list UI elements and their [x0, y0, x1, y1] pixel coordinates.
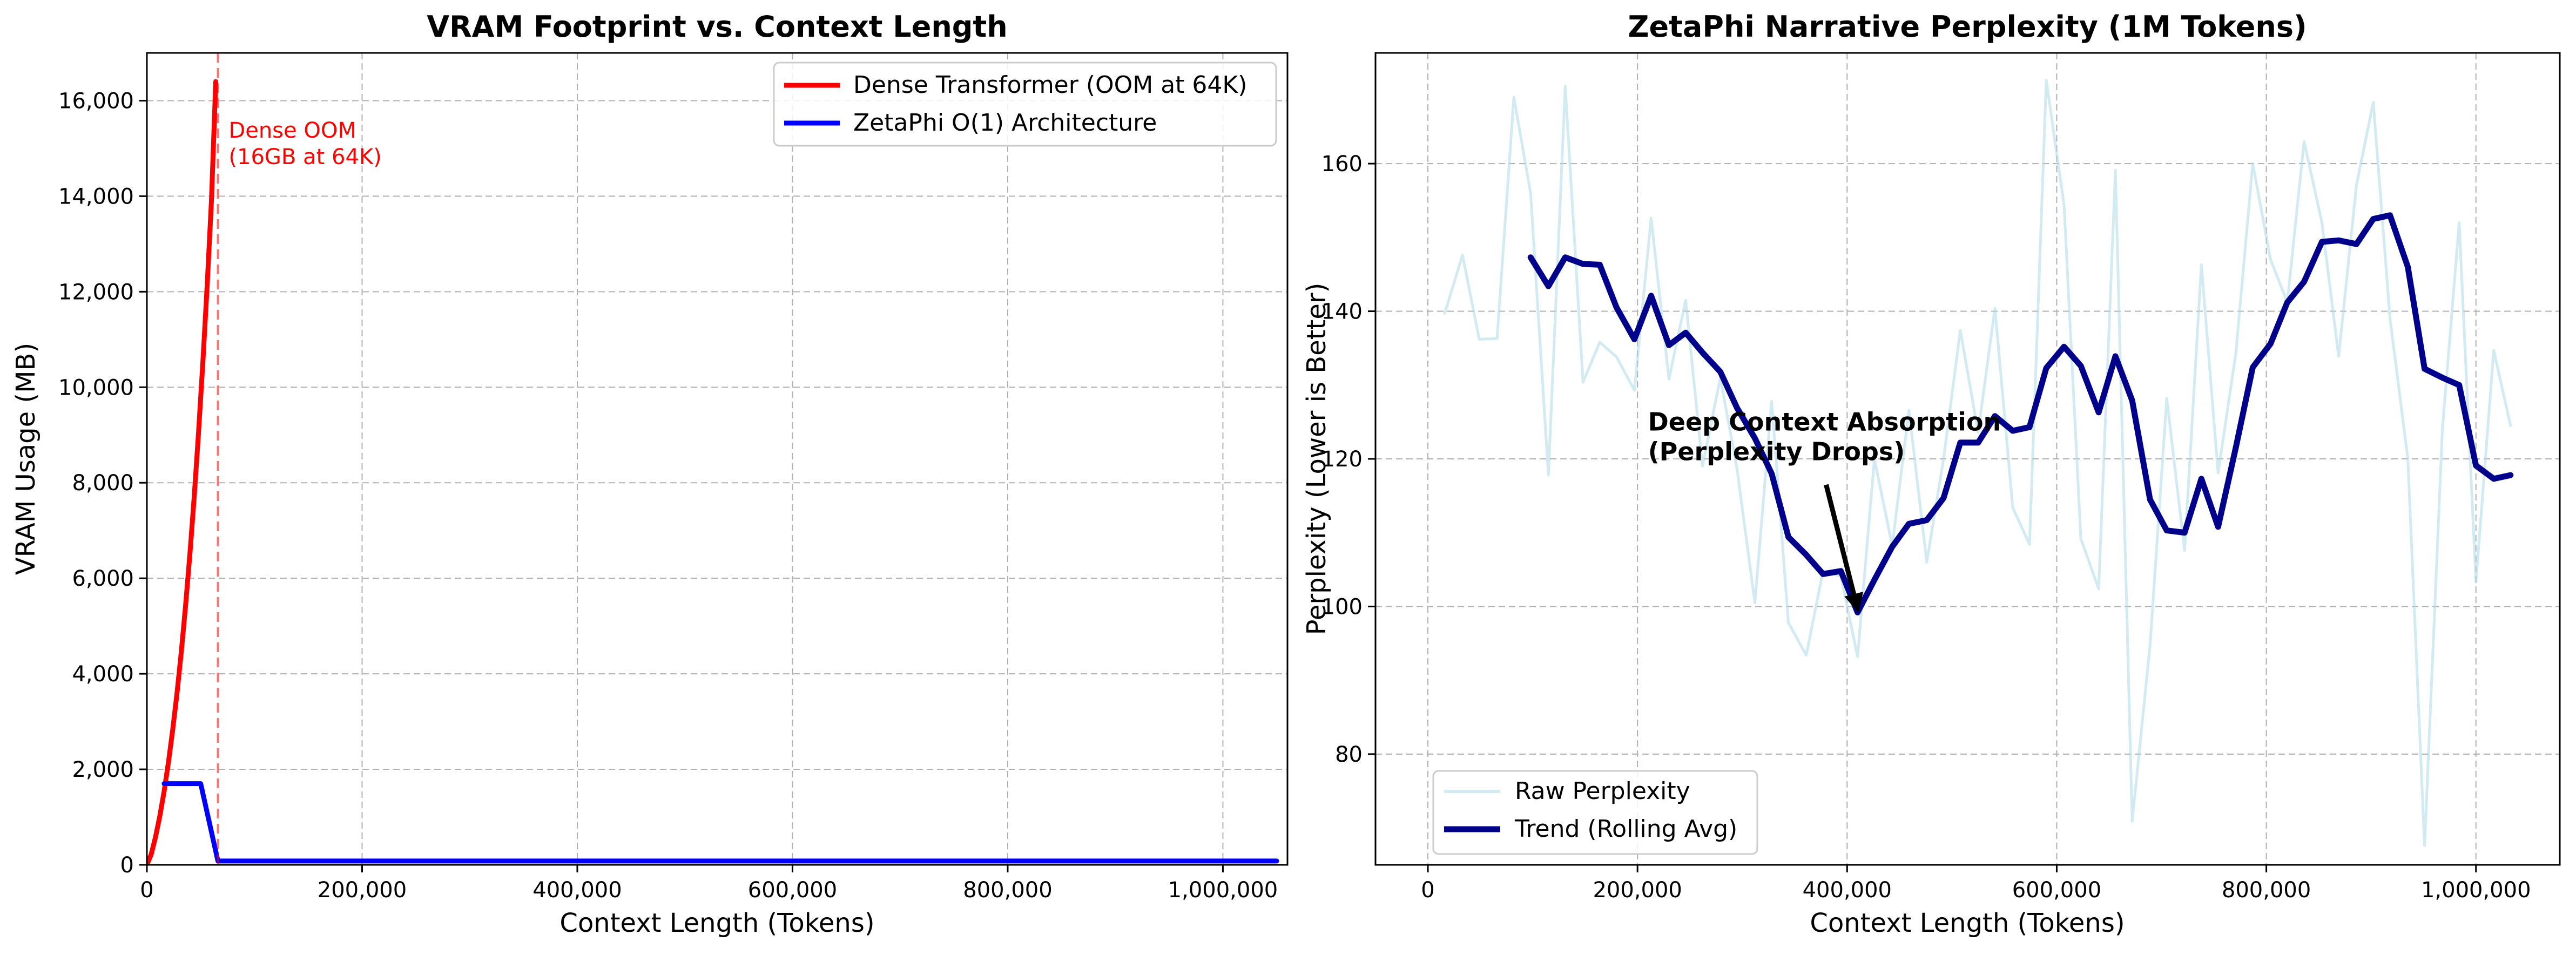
legend-label-dense: Dense Transformer (OOM at 64K): [853, 71, 1247, 99]
legend-label-trend: Trend (Rolling Avg): [1514, 815, 1737, 843]
perplexity-legend: Raw Perplexity Trend (Rolling Avg): [1432, 770, 1758, 855]
deep-context-label-line2: (Perplexity Drops): [1648, 437, 1905, 466]
vram-legend: Dense Transformer (OOM at 64K) ZetaPhi O…: [773, 62, 1277, 147]
series-line-dense-transformer-oom-at-64k: [147, 79, 218, 865]
vram-y-axis-label: VRAM Usage (MB): [11, 343, 41, 575]
dense-oom-annotation: Dense OOM (16GB at 64K): [228, 118, 381, 170]
vram-y-tick-label: 0: [120, 853, 134, 878]
vram-y-tick-label: 6,000: [72, 566, 134, 591]
perplexity-y-tick-label: 160: [1321, 152, 1363, 177]
perplexity-legend-box: [1432, 770, 1758, 855]
vram-y-tick-label: 4,000: [72, 662, 134, 687]
perplexity-x-ticks: 0 200,000 400,000 600,000 800,000 1,000,000: [1421, 865, 2531, 903]
vram-x-tick-label: 200,000: [318, 878, 407, 903]
vram-y-tick-label: 10,000: [58, 375, 134, 400]
vram-x-tick-label: 0: [140, 878, 153, 903]
deep-context-arrow: [1824, 484, 1864, 613]
perplexity-y-tick-label: 120: [1321, 447, 1363, 472]
dense-oom-label-line2: (16GB at 64K): [228, 145, 381, 170]
perplexity-y-tick-label: 100: [1321, 594, 1363, 619]
deep-context-annotation: Deep Context Absorption (Perplexity Drop…: [1648, 408, 2001, 613]
vram-chart-title: VRAM Footprint vs. Context Length: [427, 10, 1007, 44]
perplexity-y-tick-label: 80: [1335, 742, 1363, 767]
series-line-raw-perplexity: [1443, 79, 2512, 847]
perplexity-gridlines: [1375, 53, 2560, 865]
perplexity-x-tick-label: 0: [1421, 878, 1434, 903]
perplexity-x-tick-label: 600,000: [2012, 878, 2101, 903]
series-line-trend-rolling-avg: [1527, 212, 2514, 615]
vram-y-tick-label: 12,000: [58, 280, 134, 304]
dense-oom-label-line1: Dense OOM: [228, 118, 356, 143]
perplexity-chart: ZetaPhi Narrative Perplexity (1M Tokens)…: [1302, 10, 2561, 938]
legend-label-zetaphi: ZetaPhi O(1) Architecture: [853, 109, 1157, 137]
vram-x-ticks: 0 200,000 400,000 600,000 800,000 1,000,000: [140, 865, 1278, 903]
perplexity-x-tick-label: 400,000: [1803, 878, 1892, 903]
vram-gridlines: [146, 53, 1287, 865]
series-line-zetaphi-o-1-architecture: [161, 781, 1279, 864]
vram-y-tick-label: 2,000: [72, 757, 134, 782]
perplexity-chart-title: ZetaPhi Narrative Perplexity (1M Tokens): [1628, 10, 2307, 44]
perplexity-x-tick-label: 1,000,000: [2421, 878, 2531, 903]
vram-chart: VRAM Footprint vs. Context Length 0 200,0…: [11, 10, 1289, 938]
vram-legend-box: [773, 62, 1277, 147]
vram-y-ticks: 0 2,000 4,000 6,000 8,000 10,000 12,000 14,000 1…: [58, 89, 147, 878]
vram-y-tick-label: 8,000: [72, 471, 134, 496]
vram-x-tick-label: 400,000: [532, 878, 622, 903]
vram-y-tick-label: 16,000: [58, 89, 134, 113]
perplexity-series-layer: [1443, 79, 2514, 847]
vram-x-tick-label: 600,000: [748, 878, 837, 903]
perplexity-x-tick-label: 200,000: [1593, 878, 1682, 903]
perplexity-y-tick-label: 140: [1321, 300, 1363, 324]
legend-label-raw: Raw Perplexity: [1515, 777, 1690, 805]
perplexity-x-tick-label: 800,000: [2222, 878, 2311, 903]
perplexity-y-ticks: 80 100 120 140 160: [1321, 152, 1375, 767]
vram-x-tick-label: 800,000: [963, 878, 1052, 903]
deep-context-label-line1: Deep Context Absorption: [1648, 408, 2001, 437]
vram-plot-frame: [146, 52, 1289, 866]
vram-x-axis-label: Context Length (Tokens): [559, 908, 874, 938]
vram-series-layer: [147, 53, 1279, 865]
perplexity-x-axis-label: Context Length (Tokens): [1810, 908, 2125, 938]
vram-y-tick-label: 14,000: [58, 184, 134, 209]
perplexity-y-axis-label: Perplexity (Lower is Better): [1302, 283, 1332, 635]
vram-x-tick-label: 1,000,000: [1168, 878, 1278, 903]
